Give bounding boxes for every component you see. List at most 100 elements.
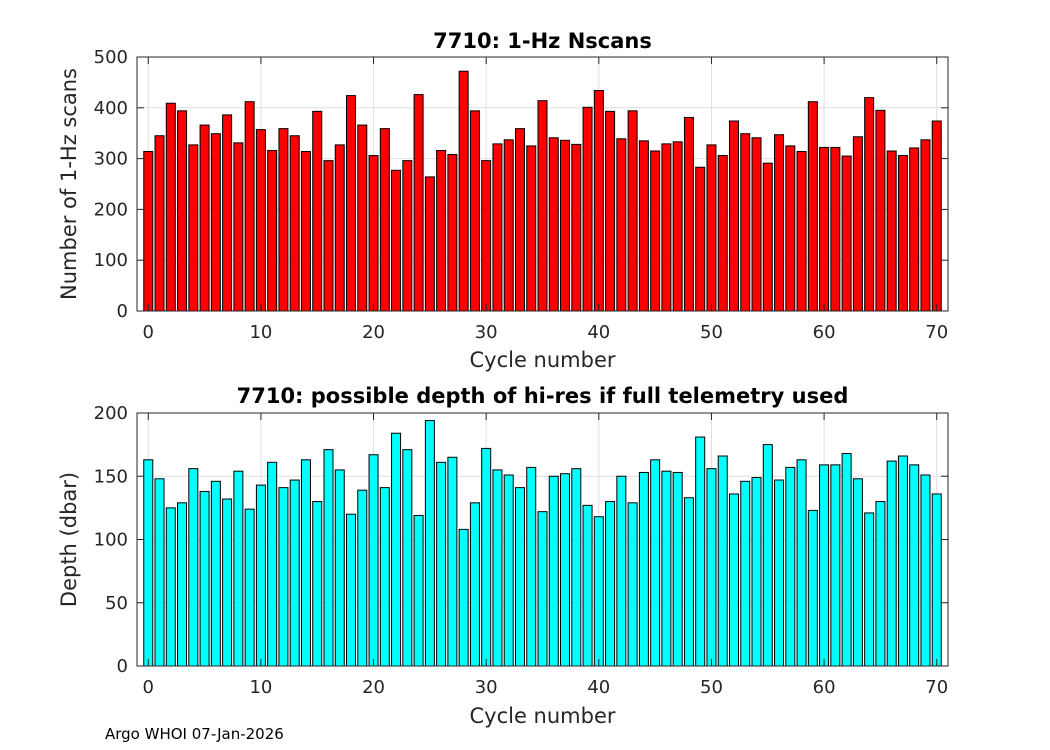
depth-bar <box>819 464 830 667</box>
nscans-bar <box>638 140 649 312</box>
depth-bar <box>897 455 908 667</box>
depth-bar <box>210 480 221 667</box>
nscans-bar <box>222 114 233 312</box>
depth-chart: 0 10 20 30 40 50 60 70 0 50 100 150 200 7710: possibl… <box>57 384 949 728</box>
depth-bar <box>323 449 334 667</box>
depth-bar <box>312 501 323 667</box>
depth-bar <box>571 468 582 667</box>
nscans-bar <box>762 162 773 312</box>
nscans-bar <box>188 144 199 312</box>
nscans-bar <box>413 94 424 312</box>
nscans-bar <box>503 139 514 312</box>
nscans-bar <box>481 160 492 312</box>
nscans-bar <box>683 116 694 312</box>
nscans-bar <box>920 139 931 312</box>
depth-bar <box>481 447 492 667</box>
nscans-bar <box>886 150 897 312</box>
nscans-bar <box>391 169 402 312</box>
depth-bar <box>514 487 525 667</box>
depth-xtick-label: 10 <box>249 677 272 698</box>
depth-bar <box>830 464 841 667</box>
depth-xtick-label: 70 <box>925 677 948 698</box>
nscans-ytick-label: 500 <box>94 47 128 68</box>
nscans-bar <box>897 155 908 312</box>
nscans-bar <box>875 109 886 312</box>
nscans-bar <box>661 143 672 312</box>
depth-bar <box>875 501 886 667</box>
depth-bar <box>886 460 897 667</box>
nscans-xtick-label: 70 <box>925 322 948 343</box>
depth-bar <box>864 512 875 667</box>
depth-bar <box>165 507 176 667</box>
depth-bar <box>222 498 233 667</box>
nscans-title: 7710: 1-Hz Nscans <box>433 29 652 53</box>
depth-bar <box>852 478 863 667</box>
depth-bar <box>447 456 458 667</box>
footer-credit: Argo WHOI 07-Jan-2026 <box>105 725 284 743</box>
nscans-bar <box>357 124 368 312</box>
depth-bar <box>593 516 604 667</box>
depth-bar <box>199 490 210 667</box>
depth-bar <box>920 474 931 667</box>
nscans-bar <box>334 144 345 312</box>
nscans-bar <box>458 70 469 312</box>
nscans-bar <box>852 136 863 312</box>
depth-bar <box>683 497 694 667</box>
nscans-bar <box>154 135 165 312</box>
depth-bar <box>188 468 199 667</box>
depth-xtick-label: 40 <box>587 677 610 698</box>
depth-bar <box>458 528 469 667</box>
depth-bar <box>582 504 593 667</box>
depth-title: 7710: possible depth of hi-res if full t… <box>237 384 849 408</box>
depth-bar <box>751 477 762 667</box>
depth-bar <box>661 470 672 667</box>
depth-bar <box>143 459 154 667</box>
nscans-xtick-label: 40 <box>587 322 610 343</box>
nscans-bar <box>289 135 300 312</box>
nscans-bar <box>492 143 503 312</box>
nscans-bar <box>548 137 559 312</box>
nscans-axes-box <box>136 56 949 312</box>
nscans-bar <box>143 150 154 312</box>
depth-ytick-label: 150 <box>94 466 128 487</box>
nscans-xtick-label: 20 <box>362 322 385 343</box>
depth-bar <box>807 509 818 667</box>
nscans-bar <box>627 110 638 312</box>
nscans-bar <box>774 134 785 312</box>
nscans-bar <box>560 139 571 312</box>
nscans-bar <box>346 95 357 312</box>
nscans-xtick-label: 60 <box>813 322 836 343</box>
depth-xtick-label: 20 <box>362 677 385 698</box>
nscans-bar <box>830 146 841 312</box>
nscans-bar <box>278 128 289 312</box>
nscans-bar <box>447 154 458 312</box>
depth-xtick-label: 30 <box>475 677 498 698</box>
nscans-bar <box>593 90 604 312</box>
nscans-xtick-label: 10 <box>249 322 272 343</box>
nscans-bar <box>864 97 875 312</box>
depth-bar <box>177 502 188 667</box>
depth-xtick-label: 50 <box>700 677 723 698</box>
depth-bar <box>368 454 379 667</box>
depth-ytick-label: 0 <box>117 656 128 677</box>
nscans-bar <box>807 101 818 312</box>
nscans-bar <box>650 150 661 312</box>
nscans-ytick-label: 0 <box>117 301 128 322</box>
nscans-bar <box>199 124 210 312</box>
depth-ytick-label: 100 <box>94 530 128 551</box>
depth-ylabel: Depth (dbar) <box>57 472 81 607</box>
depth-bar <box>413 514 424 667</box>
nscans-bar <box>672 141 683 312</box>
depth-bar <box>469 502 480 667</box>
nscans-bar <box>616 138 627 312</box>
nscans-bar <box>605 110 616 312</box>
depth-bar <box>706 468 717 667</box>
depth-bar <box>492 469 503 667</box>
nscans-bar <box>255 129 266 312</box>
nscans-bar <box>740 133 751 312</box>
nscans-bar <box>165 102 176 312</box>
depth-bar <box>728 493 739 667</box>
depth-bar <box>695 436 706 667</box>
nscans-bar <box>537 100 548 312</box>
nscans-bar <box>312 110 323 312</box>
